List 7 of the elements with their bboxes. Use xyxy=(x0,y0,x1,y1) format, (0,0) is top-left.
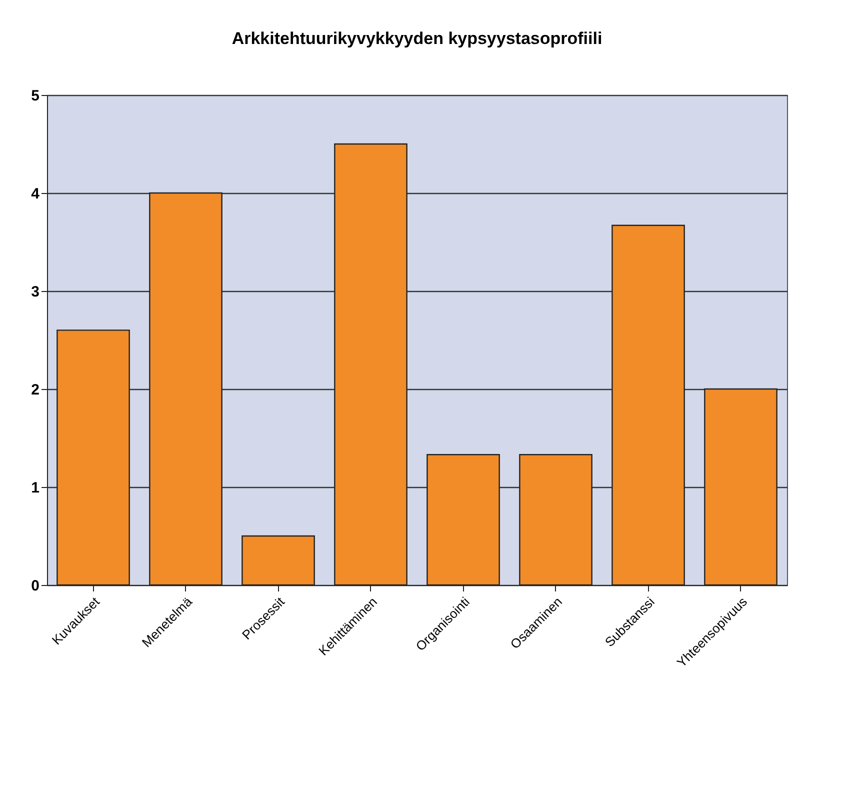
y-tick-label: 1 xyxy=(31,480,40,496)
y-tick-label: 3 xyxy=(31,284,40,300)
y-tick-label: 4 xyxy=(31,186,40,202)
chart-title: Arkkitehtuurikyvykkyyden kypsyystasoprofiili xyxy=(232,29,602,48)
y-tick-label: 2 xyxy=(31,382,40,398)
y-tick-label: 5 xyxy=(31,88,40,104)
y-tick-label: 0 xyxy=(31,578,40,594)
